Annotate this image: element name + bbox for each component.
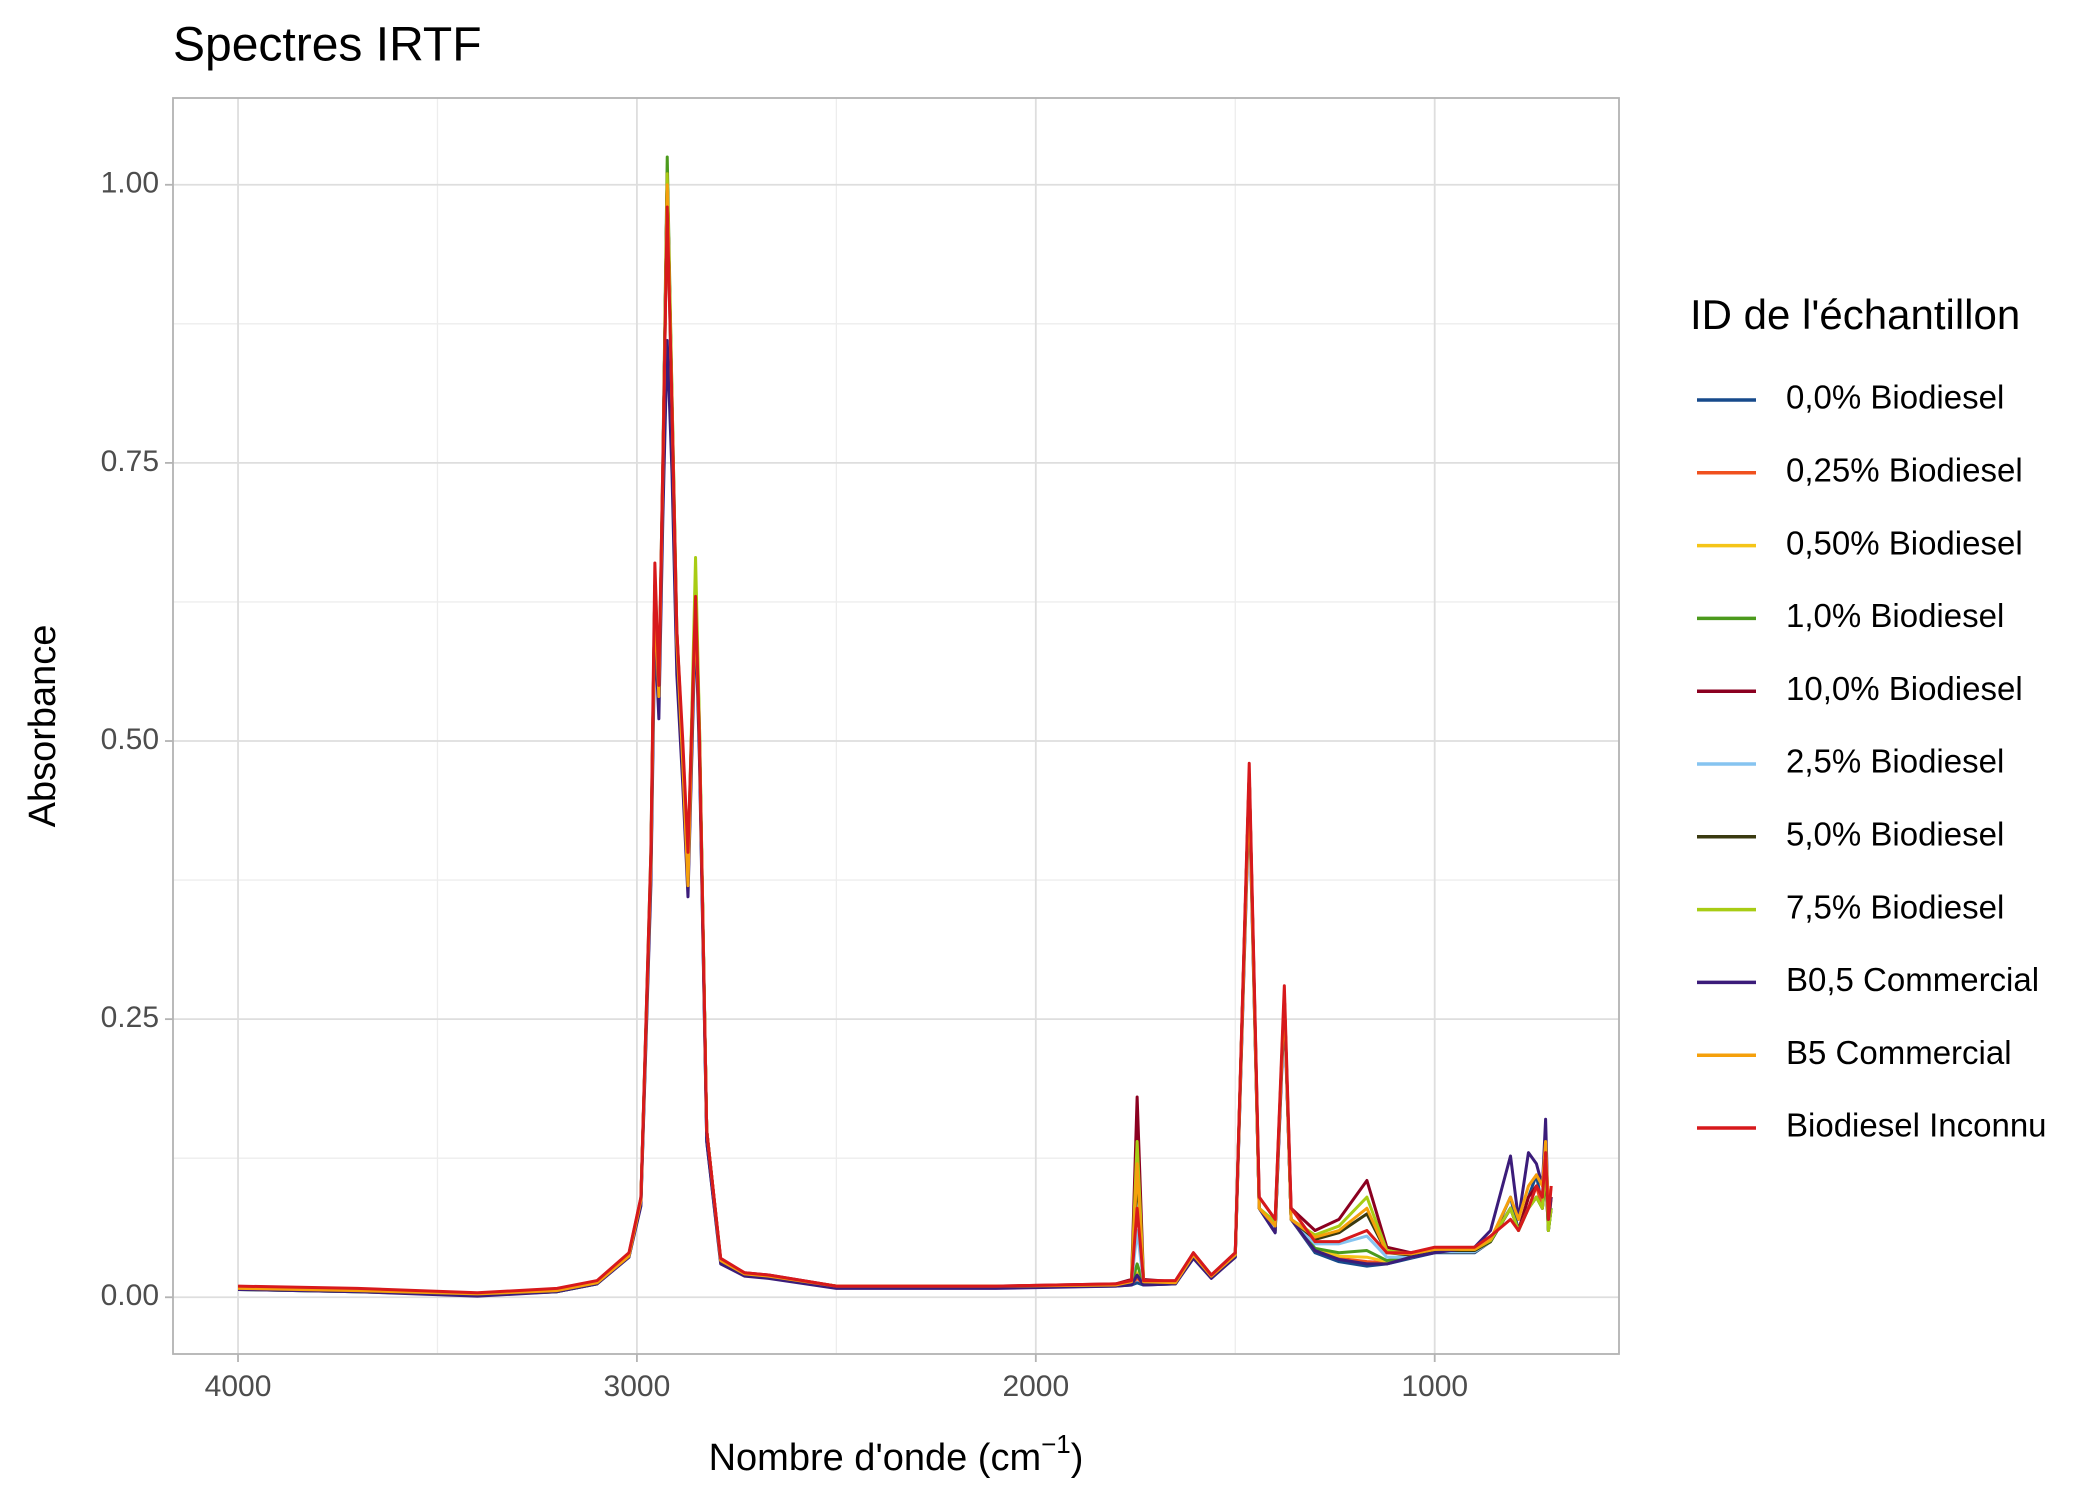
legend-label: 2,5% Biodiesel: [1786, 743, 2004, 780]
plot-border: [172, 97, 1620, 1355]
legend-label: 10,0% Biodiesel: [1786, 670, 2023, 707]
y-tick-label: 0.50: [101, 723, 159, 756]
legend-label: 0,0% Biodiesel: [1786, 379, 2004, 416]
legend-label: 0,25% Biodiesel: [1786, 452, 2023, 489]
y-tick-label: 1.00: [101, 167, 159, 200]
chart-title: Spectres IRTF: [173, 19, 482, 72]
legend-label: 5,0% Biodiesel: [1786, 816, 2004, 853]
legend-label: 1,0% Biodiesel: [1786, 597, 2004, 634]
x-axis-title: Nombre d'onde (cm−1): [709, 1429, 1084, 1479]
legend-label: 7,5% Biodiesel: [1786, 888, 2004, 925]
x-tick-label: 4000: [205, 1370, 272, 1403]
y-tick-label: 0.75: [101, 445, 159, 478]
series-line: [237, 205, 1553, 1295]
legend-title: ID de l'échantillon: [1690, 291, 2020, 338]
legend-label: B0,5 Commercial: [1786, 961, 2039, 998]
legend-label: B5 Commercial: [1786, 1034, 2012, 1071]
plot-lines: [237, 155, 1553, 1298]
x-axis-title-close: ): [1071, 1437, 1084, 1479]
x-tick-label: 1000: [1401, 1370, 1468, 1403]
legend-label: 0,50% Biodiesel: [1786, 524, 2023, 561]
legend-label: Biodiesel Inconnu: [1786, 1107, 2047, 1144]
x-axis-title-superscript: −1: [1041, 1429, 1071, 1459]
y-tick-label: 0.00: [101, 1279, 159, 1312]
y-tick-label: 0.25: [101, 1001, 159, 1034]
y-axis-title: Absorbance: [22, 625, 64, 828]
x-tick-label: 2000: [1002, 1370, 1069, 1403]
x-tick-label: 3000: [604, 1370, 671, 1403]
x-axis-title-text: Nombre d'onde (cm: [709, 1437, 1042, 1479]
